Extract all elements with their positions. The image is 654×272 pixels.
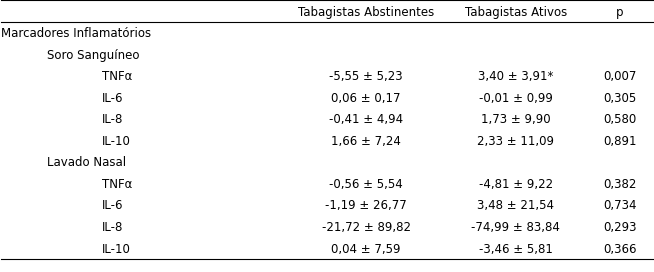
- Text: IL-8: IL-8: [102, 221, 124, 234]
- Text: -0,41 ± 4,94: -0,41 ± 4,94: [329, 113, 403, 126]
- Text: -0,56 ± 5,54: -0,56 ± 5,54: [329, 178, 403, 191]
- Text: IL-6: IL-6: [102, 199, 124, 212]
- Text: 0,734: 0,734: [603, 199, 637, 212]
- Text: Lavado Nasal: Lavado Nasal: [47, 156, 126, 169]
- Text: Soro Sanguíneo: Soro Sanguíneo: [47, 49, 139, 62]
- Text: 0,04 ± 7,59: 0,04 ± 7,59: [332, 243, 401, 256]
- Text: -21,72 ± 89,82: -21,72 ± 89,82: [322, 221, 411, 234]
- Text: Marcadores Inflamatórios: Marcadores Inflamatórios: [1, 27, 152, 40]
- Text: -0,01 ± 0,99: -0,01 ± 0,99: [479, 92, 553, 105]
- Text: 0,366: 0,366: [603, 243, 637, 256]
- Text: 0,007: 0,007: [604, 70, 637, 83]
- Text: -3,46 ± 5,81: -3,46 ± 5,81: [479, 243, 553, 256]
- Text: 1,66 ± 7,24: 1,66 ± 7,24: [331, 135, 401, 148]
- Text: Tabagistas Abstinentes: Tabagistas Abstinentes: [298, 6, 434, 19]
- Text: -1,19 ± 26,77: -1,19 ± 26,77: [325, 199, 407, 212]
- Text: 3,48 ± 21,54: 3,48 ± 21,54: [477, 199, 555, 212]
- Text: 3,40 ± 3,91*: 3,40 ± 3,91*: [478, 70, 553, 83]
- Text: -5,55 ± 5,23: -5,55 ± 5,23: [329, 70, 403, 83]
- Text: 1,73 ± 9,90: 1,73 ± 9,90: [481, 113, 551, 126]
- Text: -4,81 ± 9,22: -4,81 ± 9,22: [479, 178, 553, 191]
- Text: TNFα: TNFα: [102, 178, 133, 191]
- Text: 0,891: 0,891: [603, 135, 637, 148]
- Text: Tabagistas Ativos: Tabagistas Ativos: [465, 6, 567, 19]
- Text: IL-10: IL-10: [102, 135, 131, 148]
- Text: p: p: [616, 6, 624, 19]
- Text: IL-8: IL-8: [102, 113, 124, 126]
- Text: 0,305: 0,305: [604, 92, 637, 105]
- Text: 2,33 ± 11,09: 2,33 ± 11,09: [477, 135, 555, 148]
- Text: IL-10: IL-10: [102, 243, 131, 256]
- Text: IL-6: IL-6: [102, 92, 124, 105]
- Text: 0,382: 0,382: [604, 178, 637, 191]
- Text: 0,580: 0,580: [604, 113, 637, 126]
- Text: TNFα: TNFα: [102, 70, 133, 83]
- Text: 0,06 ± 0,17: 0,06 ± 0,17: [332, 92, 401, 105]
- Text: 0,293: 0,293: [603, 221, 637, 234]
- Text: -74,99 ± 83,84: -74,99 ± 83,84: [472, 221, 560, 234]
